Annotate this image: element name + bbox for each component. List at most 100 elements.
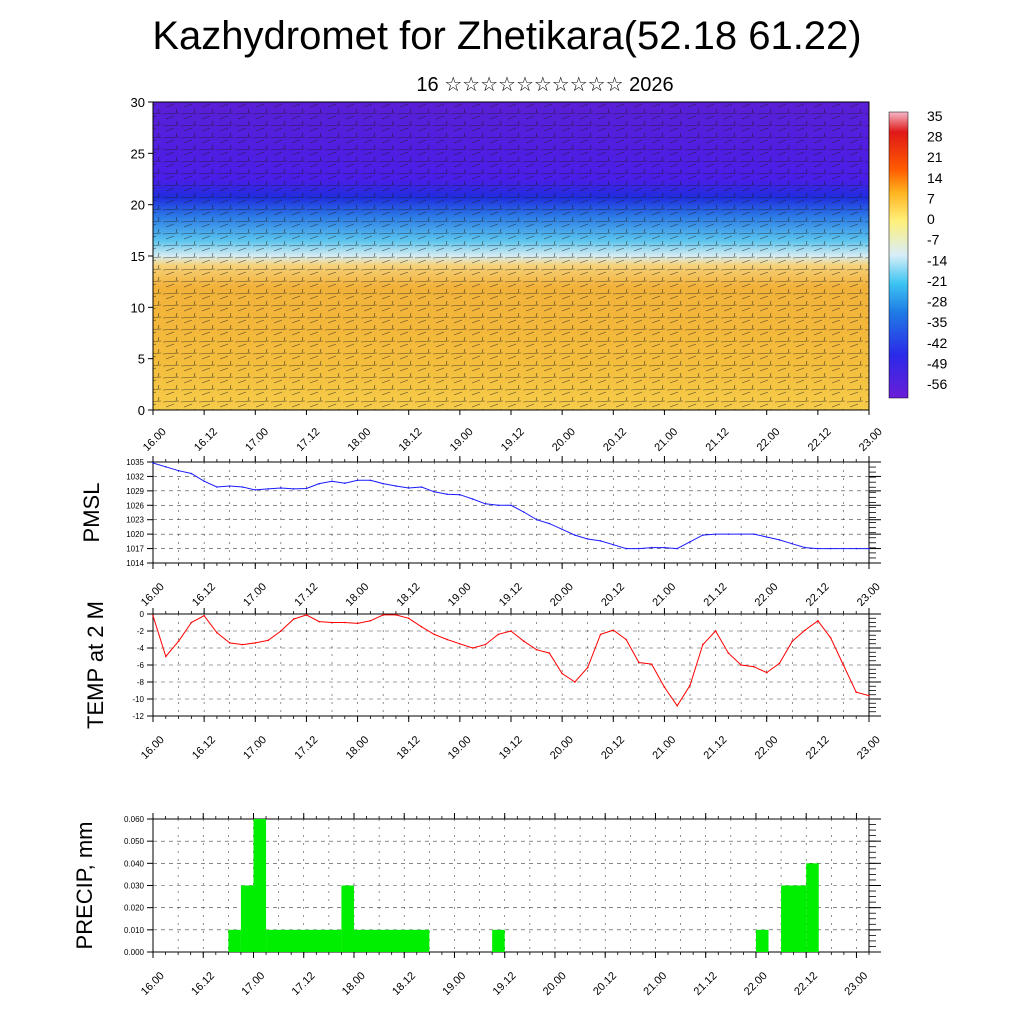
temp-point [356,622,359,625]
pmsl-point [740,533,742,535]
x-tick-label: 16.12 [190,734,218,762]
pmsl-point [855,547,858,550]
pmsl-point [842,547,845,550]
temp-point [714,630,717,632]
temp-point [740,664,742,666]
x-tick-label: 21.00 [650,734,678,762]
precip-bar [228,929,241,952]
colorbar-label: -56 [927,376,947,392]
cross-section-x-axis: 16.00 16.12 17.00 17.12 18.00 18.12 19.00 19.12… [141,410,885,454]
pmsl-point [599,540,602,542]
x-tick-label: 16.00 [139,581,167,609]
pmsl-point [753,533,755,535]
temp-point [638,661,640,664]
temp-point [522,640,525,642]
chart-subtitle: 16 ☆☆☆☆☆☆☆☆☆☆ 2026 [416,74,674,96]
pmsl-point [650,546,653,549]
x-tick-label: 23.00 [855,734,883,762]
pmsl-point [343,482,346,484]
y-tick-label: 0 [140,610,145,619]
pmsl-point [241,486,244,488]
pmsl-point [420,486,423,488]
y-tick-label: 1032 [126,472,144,481]
temp-point [343,621,346,624]
temp-point [292,618,295,620]
x-tick-label: 20.12 [599,581,627,609]
x-tick-label: 17.00 [243,426,271,454]
x-tick-label: 21.00 [641,970,669,998]
y-tick-label: 0.040 [124,859,145,868]
colorbar-label: -42 [927,335,947,351]
temp-point [254,642,257,644]
temp-point [765,671,768,674]
pmsl-point [459,493,461,496]
pmsl-point [510,504,512,507]
temp-series-line [152,614,870,707]
x-tick-label: 18.12 [397,426,425,454]
pmsl-panel: 1014 1017 1020 1023 1026 1029 1032 1035 16.00 16.… [79,456,883,609]
temp-point [689,684,691,687]
temp-point [727,652,730,654]
temp-point [561,672,563,675]
temp-point [574,681,576,683]
pmsl-point [778,539,781,541]
y-tick-label: 0.060 [124,815,145,824]
y-tick-label: 0.010 [124,926,145,935]
x-tick-label: 22.12 [806,426,834,454]
temp-point [331,621,333,624]
precip-bar [492,929,505,952]
colorbar-label: 14 [927,170,943,186]
colorbar-label: 7 [927,190,935,206]
temp-point [382,614,384,616]
x-tick-label: 20.00 [541,970,569,998]
x-tick-label: 19.00 [448,426,476,454]
y-tick-label: 0.030 [124,882,145,891]
temp-point [868,694,870,697]
y-axis-label: PMSL [79,483,104,543]
temp-point [267,639,269,642]
x-tick-label: 20.00 [548,734,576,762]
x-tick-label: 17.00 [241,734,269,762]
x-tick-label: 17.12 [294,426,322,454]
precip-bar [806,863,819,952]
pmsl-point [574,534,576,536]
temp-point [829,637,832,639]
x-tick-label: 21.12 [701,734,729,762]
pmsl-point [177,469,180,472]
x-tick-label: 19.00 [440,970,468,998]
y-tick-label: 1020 [126,530,144,539]
pmsl-point [535,518,538,521]
temp-point [548,652,551,654]
pmsl-point [791,542,794,545]
temp-point [369,620,372,622]
precip-bar [240,885,254,952]
pmsl-point [433,491,436,493]
precip-bar [341,885,354,952]
x-tick-label: 20.00 [550,426,578,454]
pmsl-point [471,498,474,500]
pmsl-point [318,482,321,485]
temp-point [459,642,461,645]
x-tick-label: 16.12 [189,970,217,998]
pmsl-point [216,486,218,488]
temp-point [203,614,205,617]
precip-bar [253,819,267,952]
y-tick-label: 0.020 [124,904,145,913]
x-tick-label: 18.00 [345,426,373,454]
temp-point [701,643,704,646]
x-tick-label: 19.12 [499,426,527,454]
temp-point [228,642,231,644]
pmsl-point [765,536,768,538]
x-tick-label: 17.12 [292,581,320,609]
temp-point [804,629,806,631]
y-tick-label: -8 [137,678,145,687]
y-tick-label: 1026 [126,501,144,510]
pmsl-point [382,482,384,485]
temp-point [241,643,244,646]
y-tick-label: 1014 [126,559,144,568]
temp-point [407,617,410,620]
x-tick-label: 17.12 [290,970,318,998]
y-tick-label: -10 [132,695,144,704]
x-tick-label: 18.12 [390,970,418,998]
